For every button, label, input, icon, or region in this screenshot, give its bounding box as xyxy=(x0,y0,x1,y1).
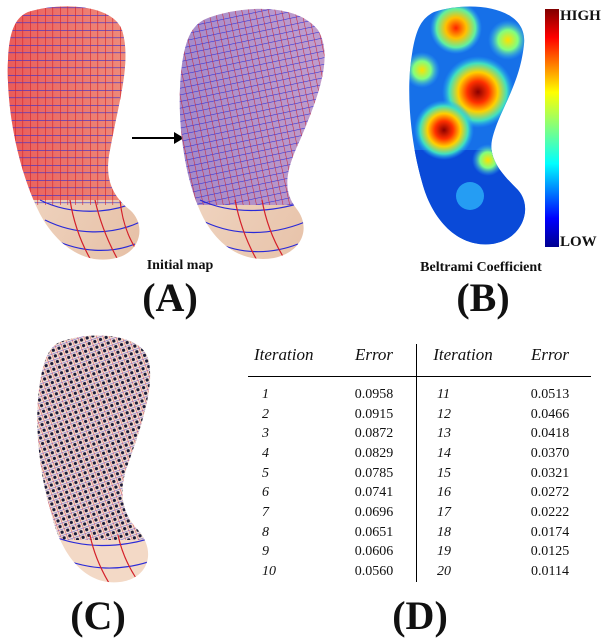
table-divider xyxy=(416,376,417,405)
header-error-left: Error xyxy=(332,344,417,377)
iteration-cell: 16 xyxy=(437,485,451,501)
error-cell: 0.0606 xyxy=(354,544,394,560)
table-divider xyxy=(416,483,417,504)
error-cell: 0.0785 xyxy=(354,465,394,481)
table-divider xyxy=(416,503,417,523)
iteration-cell: 3 xyxy=(262,426,269,442)
error-cell: 0.0741 xyxy=(354,485,394,501)
iteration-cell: 9 xyxy=(262,544,269,560)
error-cell: 0.0513 xyxy=(530,386,570,402)
iteration-cell: 12 xyxy=(437,406,451,422)
iteration-cell: 5 xyxy=(262,465,269,481)
iteration-cell: 15 xyxy=(437,465,451,481)
initial-map-caption: Initial map xyxy=(146,258,214,273)
iteration-cell: 17 xyxy=(437,504,451,520)
iteration-cell: 10 xyxy=(262,564,276,580)
beltrami-colorbar xyxy=(545,9,559,247)
table-row: 5 0.0785 15 0.0321 xyxy=(248,463,591,484)
table-divider xyxy=(416,542,417,563)
iteration-cell: 4 xyxy=(262,445,269,461)
table-divider xyxy=(416,444,417,464)
error-cell: 0.0114 xyxy=(531,564,569,580)
iteration-cell: 14 xyxy=(437,445,451,461)
error-cell: 0.0370 xyxy=(530,445,570,461)
table-divider xyxy=(416,344,417,377)
optimized-map-figure xyxy=(37,335,151,583)
iteration-cell: 2 xyxy=(262,406,269,422)
iteration-cell: 11 xyxy=(437,386,450,402)
table-row: 7 0.0696 17 0.0222 xyxy=(248,503,591,523)
panel-label-b: (B) xyxy=(456,275,510,320)
table-row: 3 0.0872 13 0.0418 xyxy=(248,424,591,445)
table-header-row: Iteration Error Iteration Error xyxy=(248,344,591,377)
initial-map-figure xyxy=(7,6,325,260)
error-cell: 0.0418 xyxy=(530,426,570,442)
iteration-cell: 8 xyxy=(262,524,269,540)
error-cell: 0.0872 xyxy=(354,426,394,442)
error-cell: 0.0829 xyxy=(354,445,394,461)
iteration-cell: 19 xyxy=(437,544,451,560)
error-cell: 0.0272 xyxy=(530,485,570,501)
header-iteration-right: Iteration xyxy=(417,344,509,377)
iteration-error-table: Iteration Error Iteration Error 1 0.0958 1… xyxy=(248,344,591,582)
panel-label-a: (A) xyxy=(142,275,198,320)
header-error-right: Error xyxy=(509,344,591,377)
table-divider xyxy=(416,463,417,484)
error-cell: 0.0321 xyxy=(530,465,570,481)
panel-label-d: (D) xyxy=(392,593,448,638)
table-row: 10 0.0560 20 0.0114 xyxy=(248,562,591,582)
iteration-cell: 6 xyxy=(262,485,269,501)
error-cell: 0.0466 xyxy=(530,406,570,422)
error-cell: 0.0915 xyxy=(354,406,394,422)
table-divider xyxy=(416,424,417,445)
table-row: 1 0.0958 11 0.0513 xyxy=(248,376,591,405)
iteration-cell: 20 xyxy=(437,564,451,580)
table-divider xyxy=(416,404,417,425)
beltrami-heatmap xyxy=(409,6,526,245)
header-iteration-left: Iteration xyxy=(248,344,332,377)
table-row: 9 0.0606 19 0.0125 xyxy=(248,542,591,563)
colorbar-high-label: HIGH xyxy=(560,8,601,24)
table-row: 4 0.0829 14 0.0370 xyxy=(248,444,591,464)
table-divider xyxy=(416,522,417,543)
table-divider xyxy=(416,562,417,582)
error-cell: 0.0560 xyxy=(354,564,394,580)
iteration-cell: 1 xyxy=(262,386,269,402)
table-row: 8 0.0651 18 0.0174 xyxy=(248,522,591,543)
iteration-cell: 13 xyxy=(437,426,451,442)
error-cell: 0.0174 xyxy=(530,524,570,540)
panel-label-c: (C) xyxy=(70,593,126,638)
iteration-cell: 18 xyxy=(437,524,451,540)
error-cell: 0.0696 xyxy=(354,504,394,520)
iteration-cell: 7 xyxy=(262,504,269,520)
error-cell: 0.0125 xyxy=(530,544,570,560)
error-cell: 0.0222 xyxy=(530,504,570,520)
table-row: 2 0.0915 12 0.0466 xyxy=(248,404,591,425)
beltrami-caption: Beltrami Coefficient xyxy=(420,260,542,275)
table-row: 6 0.0741 16 0.0272 xyxy=(248,483,591,504)
error-cell: 0.0958 xyxy=(354,386,394,402)
colorbar-low-label: LOW xyxy=(560,234,597,250)
error-cell: 0.0651 xyxy=(354,524,394,540)
